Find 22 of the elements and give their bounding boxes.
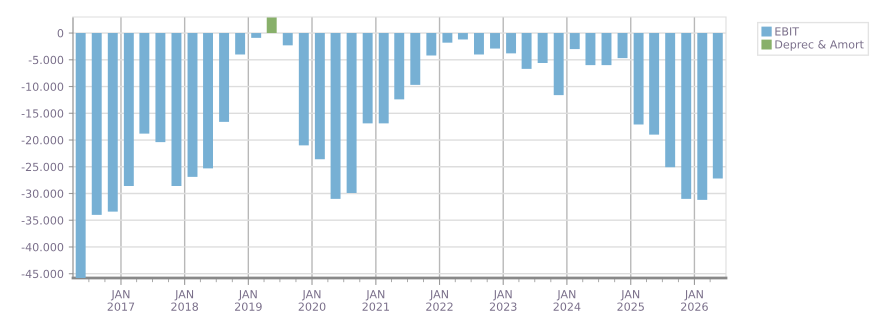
y-tick-label: 0 <box>58 29 64 38</box>
y-tick-label: -40.000 <box>22 242 64 252</box>
y-tick-label: -35.000 <box>22 216 64 225</box>
x-tick-label: JAN 2019 <box>235 290 262 311</box>
x-tick-label: JAN 2024 <box>554 290 580 311</box>
legend-label: Deprec & Amort <box>775 40 864 51</box>
y-tick-label: -10.000 <box>22 82 64 91</box>
x-tick-label: JAN 2017 <box>108 290 134 311</box>
y-tick-label: -45.000 <box>22 270 64 278</box>
legend-label: EBIT <box>775 27 800 36</box>
x-tick-label: JAN 2023 <box>490 290 516 311</box>
x-tick-label: JAN 2021 <box>362 290 389 311</box>
y-tick-label: -20.000 <box>22 136 64 144</box>
y-tick-label: -30.000 <box>22 189 64 198</box>
y-tick-label: -5.000 <box>28 56 64 64</box>
y-tick-label: -15.000 <box>22 109 64 118</box>
x-tick-label: JAN 2022 <box>426 290 453 311</box>
y-tick-label: -25.000 <box>22 162 64 172</box>
x-tick-label: JAN 2025 <box>617 290 644 311</box>
x-tick-label: JAN 2018 <box>171 290 198 311</box>
x-tick-label: JAN 2026 <box>681 290 708 311</box>
x-tick-label: JAN 2020 <box>298 290 326 311</box>
